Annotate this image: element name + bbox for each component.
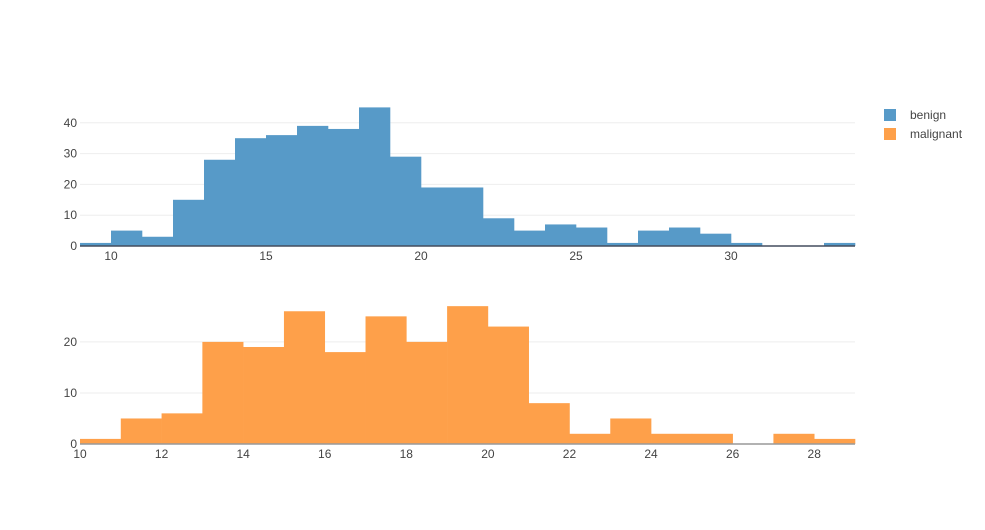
histogram-bar-benign [111, 230, 143, 246]
x-tick-label: 10 [73, 447, 87, 461]
histogram-bar-benign [700, 233, 732, 246]
histogram-bar-benign [328, 128, 360, 246]
histogram-bar-benign [80, 242, 112, 246]
y-tick-label: 10 [64, 386, 78, 400]
histogram-bar-malignant [365, 316, 407, 444]
histogram-bar-benign [173, 199, 205, 246]
histogram-bar-malignant [814, 438, 856, 444]
x-tick-label: 18 [400, 447, 414, 461]
x-tick-label: 14 [236, 447, 250, 461]
histogram-bar-benign [638, 230, 670, 246]
x-tick-label: 20 [414, 249, 428, 263]
histogram-bar-benign [731, 242, 763, 246]
histogram-bar-benign [421, 187, 453, 246]
histogram-bar-malignant [161, 413, 203, 444]
histogram-bar-benign [359, 107, 391, 247]
y-tick-label: 20 [64, 335, 78, 349]
histogram-bar-malignant [120, 418, 162, 444]
x-tick-label: 25 [569, 249, 583, 263]
histogram-bar-benign [576, 227, 608, 246]
histogram-bar-malignant [528, 403, 570, 444]
legend-item-benign[interactable]: benign [884, 108, 946, 122]
histogram-bar-malignant [283, 311, 326, 444]
histogram-bar-malignant [324, 352, 366, 444]
legend-item-malignant[interactable]: malignant [884, 127, 962, 141]
y-tick-label: 30 [64, 147, 78, 161]
histogram-bar-benign [452, 187, 484, 246]
histogram-bar-malignant [80, 438, 122, 444]
x-tick-label: 30 [724, 249, 738, 263]
histogram-bar-benign [204, 159, 236, 246]
x-tick-label: 26 [726, 447, 740, 461]
x-tick-label: 20 [481, 447, 495, 461]
x-tick-label: 24 [644, 447, 658, 461]
histogram-bar-malignant [773, 433, 815, 444]
histogram-bar-malignant [691, 433, 733, 444]
legend-swatch-benign [884, 109, 896, 121]
histogram-bar-benign [824, 242, 856, 246]
y-tick-label: 0 [70, 239, 77, 253]
legend-label: benign [910, 108, 947, 122]
histogram-bar-benign [607, 242, 639, 246]
histogram-bar-benign [483, 218, 515, 246]
x-tick-label: 16 [318, 447, 332, 461]
histogram-bar-benign [235, 138, 267, 246]
histogram-bar-malignant [487, 326, 529, 444]
histogram-bar-benign [142, 236, 174, 246]
histogram-bar-benign [390, 156, 422, 246]
x-tick-label: 28 [808, 447, 822, 461]
histogram-bar-malignant [243, 346, 285, 444]
histogram-bar-malignant [202, 341, 244, 444]
histogram-bar-benign [297, 125, 329, 246]
histogram-bar-malignant [406, 341, 448, 444]
histogram-bar-benign [669, 227, 701, 246]
y-tick-label: 20 [64, 177, 78, 191]
x-tick-label: 15 [259, 249, 273, 263]
y-tick-label: 10 [64, 208, 78, 222]
histogram-bar-benign [266, 135, 298, 246]
histogram-bar-benign [545, 224, 577, 246]
x-tick-label: 22 [563, 447, 577, 461]
y-tick-label: 0 [70, 437, 77, 451]
y-tick-label: 40 [64, 116, 78, 130]
histogram-bar-malignant [651, 433, 693, 444]
x-tick-label: 12 [155, 447, 169, 461]
x-tick-label: 10 [104, 249, 118, 263]
histogram-bar-malignant [569, 433, 611, 444]
legend-swatch-malignant [884, 128, 896, 140]
histogram-bar-malignant [610, 418, 652, 444]
histogram-bar-benign [514, 230, 546, 246]
histogram-bar-malignant [447, 306, 489, 444]
legend-label: malignant [910, 127, 963, 141]
